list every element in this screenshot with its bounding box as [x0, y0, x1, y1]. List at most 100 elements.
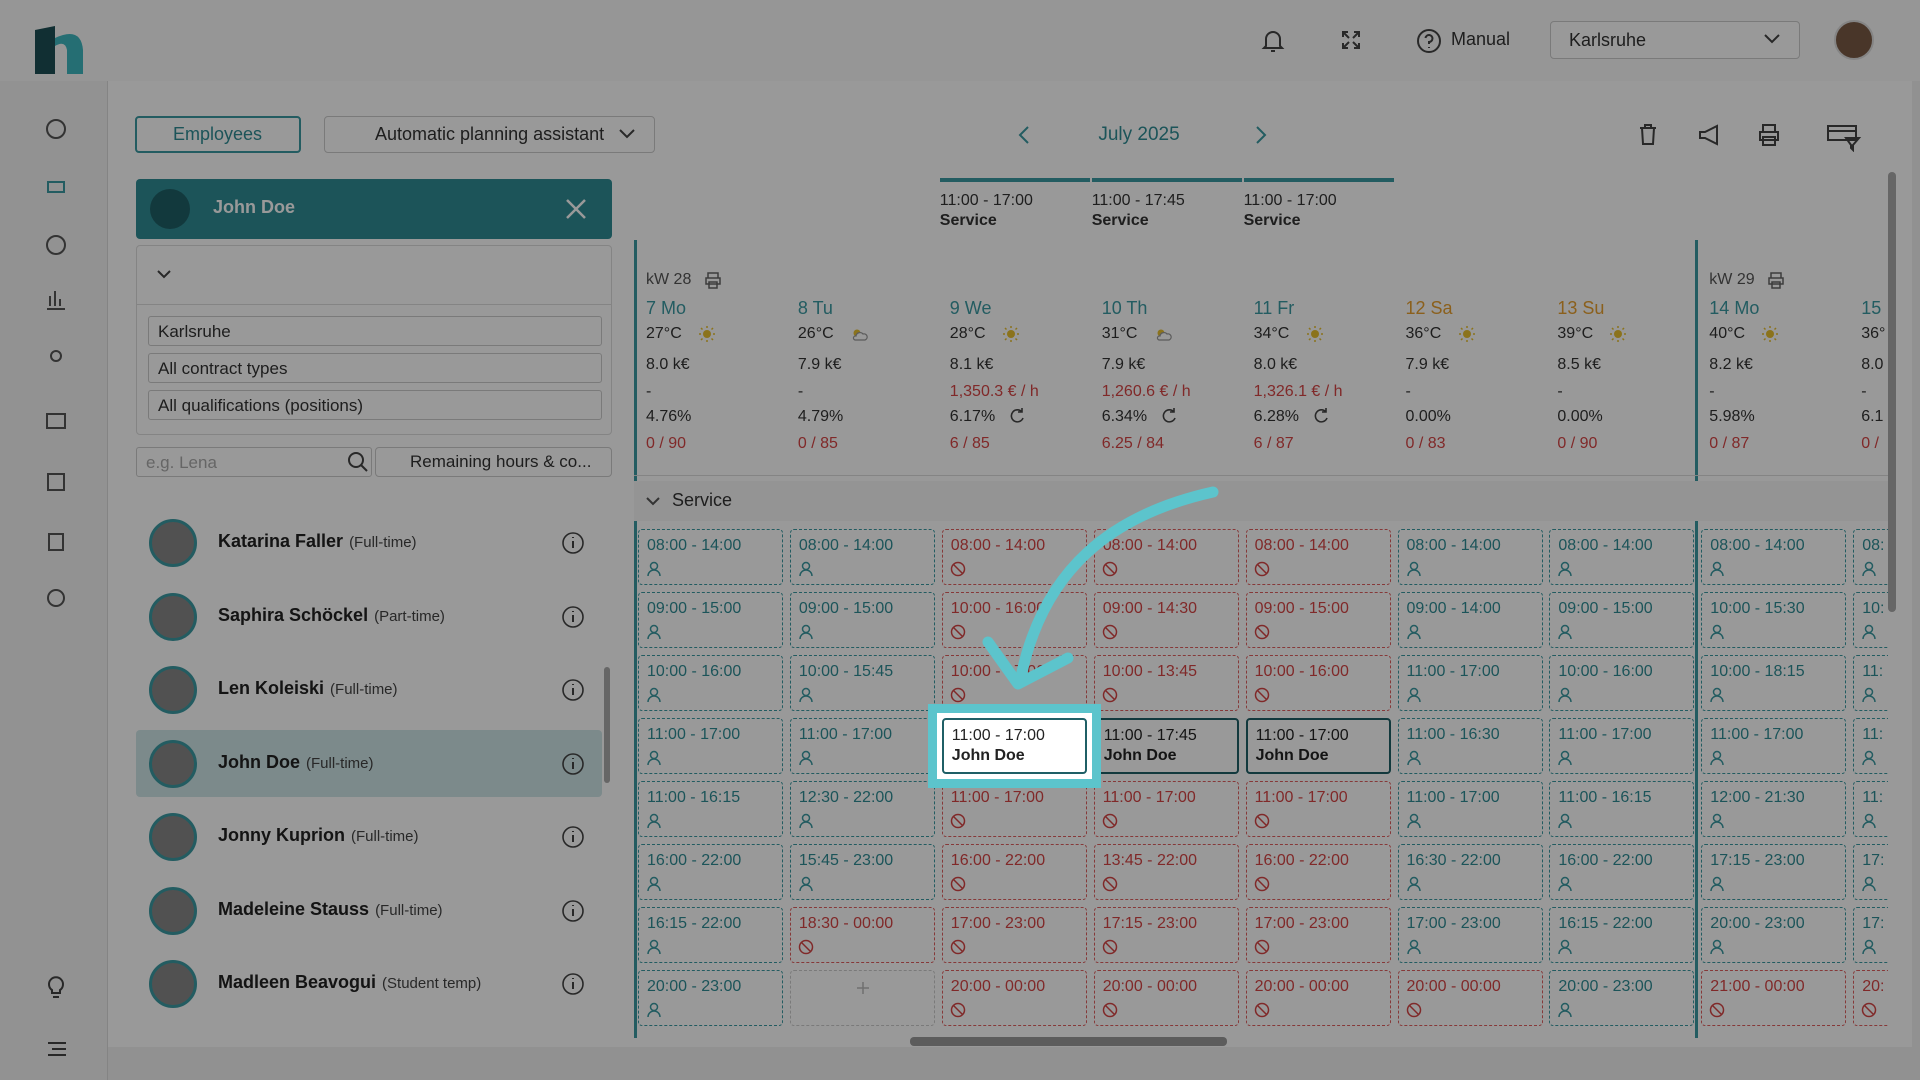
shift-cell[interactable]: 10:00 - 16:00	[1549, 655, 1695, 711]
nav-cards[interactable]	[46, 413, 66, 429]
calendar-filter-icon[interactable]	[1826, 122, 1862, 152]
filter-select[interactable]: All qualifications (positions)	[148, 390, 602, 420]
filter-collapse[interactable]	[156, 268, 172, 280]
shift-cell[interactable]: 09:00 - 15:00	[1245, 592, 1391, 648]
employee-row[interactable]: Katarina Faller (Full-time)	[136, 509, 602, 576]
shift-cell[interactable]: 11:00 - 17:45 John Doe	[1093, 718, 1239, 774]
employees-button[interactable]: Employees	[135, 116, 301, 153]
filter-select[interactable]: All contract types	[148, 353, 602, 383]
shift-cell[interactable]: 11:00 - 16:15	[638, 781, 783, 837]
shift-cell[interactable]: 15:45 - 23:00	[789, 844, 935, 900]
shift-cell[interactable]: 08:00 - 14:00	[638, 529, 783, 585]
employee-row[interactable]: Jonny Kuprion (Full-time)	[136, 803, 602, 870]
shift-cell[interactable]: 08:00 - 14:00	[1397, 529, 1543, 585]
shift-cell[interactable]: 09:00 - 15:00	[789, 592, 935, 648]
nav-wallet[interactable]	[47, 473, 65, 491]
shift-cell[interactable]: 16:15 - 22:00	[638, 907, 783, 963]
shift-cell[interactable]: 08:00 - 14:00	[1549, 529, 1695, 585]
filter-select[interactable]: Karlsruhe	[148, 316, 602, 346]
shift-cell[interactable]: 16:00 - 22:00	[1549, 844, 1695, 900]
shift-cell[interactable]: 09:00 - 15:00	[638, 592, 783, 648]
nav-dashboard[interactable]	[46, 119, 66, 139]
shift-cell[interactable]: 09:00 - 14:00	[1397, 592, 1543, 648]
shift-cell[interactable]: 18:30 - 00:00	[789, 907, 935, 963]
prev-month[interactable]	[1016, 124, 1032, 146]
shift-cell[interactable]: 17:	[1853, 844, 1888, 900]
shift-cell[interactable]: 10:	[1853, 592, 1888, 648]
shift-cell[interactable]: 16:00 - 22:00	[941, 844, 1087, 900]
help-icon[interactable]	[1416, 28, 1442, 54]
shift-cell[interactable]: 11:00 - 17:00 John Doe	[941, 718, 1087, 774]
shift-cell[interactable]: 17:00 - 23:00	[1397, 907, 1543, 963]
shift-cell[interactable]: 11:00 - 17:00	[1093, 781, 1239, 837]
shift-cell[interactable]: 17:15 - 23:00	[1093, 907, 1239, 963]
next-month[interactable]	[1253, 124, 1269, 146]
search-input[interactable]: e.g. Lena	[136, 447, 372, 477]
shift-cell[interactable]: 11:	[1853, 781, 1888, 837]
nav-employees[interactable]	[50, 350, 62, 362]
print-icon[interactable]	[1757, 123, 1781, 147]
shift-cell[interactable]: 11:00 - 17:00	[1397, 781, 1543, 837]
employee-row[interactable]: Saphira Schöckel (Part-time)	[136, 583, 602, 650]
shift-cell[interactable]: 11:00 - 17:00	[1549, 718, 1695, 774]
employee-info[interactable]	[561, 752, 585, 776]
employee-info[interactable]	[561, 972, 585, 996]
shift-cell[interactable]: 16:00 - 22:00	[1245, 844, 1391, 900]
employee-row[interactable]: Madleen Beavogui (Student temp)	[136, 950, 602, 1017]
shift-cell[interactable]: 21:00 - 00:00	[1701, 970, 1847, 1026]
shift-cell[interactable]: 10:00 - 16:00	[1245, 655, 1391, 711]
announce-icon[interactable]	[1697, 124, 1721, 146]
shift-cell[interactable]: 11:00 - 17:00	[1701, 718, 1847, 774]
sort-button[interactable]: Remaining hours & co...	[375, 447, 612, 477]
shift-cell[interactable]: 11:00 - 17:00	[638, 718, 783, 774]
manual-link[interactable]: Manual	[1451, 29, 1511, 49]
user-avatar[interactable]	[1834, 20, 1874, 60]
employee-info[interactable]	[561, 825, 585, 849]
shift-cell[interactable]: 13:45 - 22:00	[1093, 844, 1239, 900]
nav-export[interactable]	[48, 533, 64, 551]
menu-icon[interactable]	[46, 1040, 68, 1058]
fullscreen-icon[interactable]	[1340, 29, 1362, 51]
shift-cell[interactable]: 20:00 - 00:00	[1245, 970, 1391, 1026]
shift-cell[interactable]: 09:00 - 15:00	[1549, 592, 1695, 648]
close-selection[interactable]	[565, 198, 587, 220]
shift-cell[interactable]: 10:00 - 15:30	[1701, 592, 1847, 648]
shift-cell[interactable]: 16:00 - 22:00	[638, 844, 783, 900]
employee-info[interactable]	[561, 899, 585, 923]
location-select[interactable]: Karlsruhe	[1550, 21, 1800, 59]
logo[interactable]	[31, 24, 87, 78]
shift-cell[interactable]: 16:15 - 22:00	[1549, 907, 1695, 963]
shift-cell[interactable]: 11:00 - 17:00	[789, 718, 935, 774]
shift-cell[interactable]: 17:00 - 23:00	[1245, 907, 1391, 963]
search-icon[interactable]	[347, 451, 369, 473]
employee-row[interactable]: Madeleine Stauss (Full-time)	[136, 877, 602, 944]
nav-settings[interactable]	[47, 589, 65, 607]
shift-cell[interactable]: 10:00 - 16:00	[638, 655, 783, 711]
shift-cell[interactable]: 08:	[1853, 529, 1888, 585]
shift-cell[interactable]: 11:	[1853, 655, 1888, 711]
shift-cell[interactable]: 12:00 - 21:30	[1701, 781, 1847, 837]
shift-cell[interactable]: 17:00 - 23:00	[941, 907, 1087, 963]
shift-cell[interactable]: 10:00 - 18:15	[1701, 655, 1847, 711]
shift-cell[interactable]: 11:00 - 17:00 John Doe	[1245, 718, 1391, 774]
shift-cell[interactable]: 20:00 - 00:00	[1093, 970, 1239, 1026]
shift-cell[interactable]: 17:	[1853, 907, 1888, 963]
shift-cell[interactable]: 20:00 - 23:00	[1701, 907, 1847, 963]
shift-cell[interactable]: 11:00 - 16:30	[1397, 718, 1543, 774]
nav-time[interactable]	[46, 235, 66, 255]
shift-cell[interactable]: 11:00 - 17:00	[1397, 655, 1543, 711]
shift-cell[interactable]: 20:00 - 23:00	[1549, 970, 1695, 1026]
employee-row[interactable]: John Doe (Full-time)	[136, 729, 602, 797]
nav-planning[interactable]	[47, 181, 65, 193]
employee-row[interactable]: Len Koleiski (Full-time)	[136, 656, 602, 723]
shift-cell[interactable]: 16:30 - 22:00	[1397, 844, 1543, 900]
employee-info[interactable]	[561, 678, 585, 702]
shift-cell[interactable]: 20:00 - 00:00	[941, 970, 1087, 1026]
shift-cell[interactable]: 11:00 - 16:15	[1549, 781, 1695, 837]
notifications-icon[interactable]	[1261, 28, 1285, 54]
shift-cell[interactable]: 20:00 - 00:00	[1397, 970, 1543, 1026]
shift-cell[interactable]: 17:15 - 23:00	[1701, 844, 1847, 900]
nav-reports[interactable]	[47, 291, 65, 310]
shift-cell[interactable]: 12:30 - 22:00	[789, 781, 935, 837]
shift-cell[interactable]: 08:00 - 14:00	[1701, 529, 1847, 585]
